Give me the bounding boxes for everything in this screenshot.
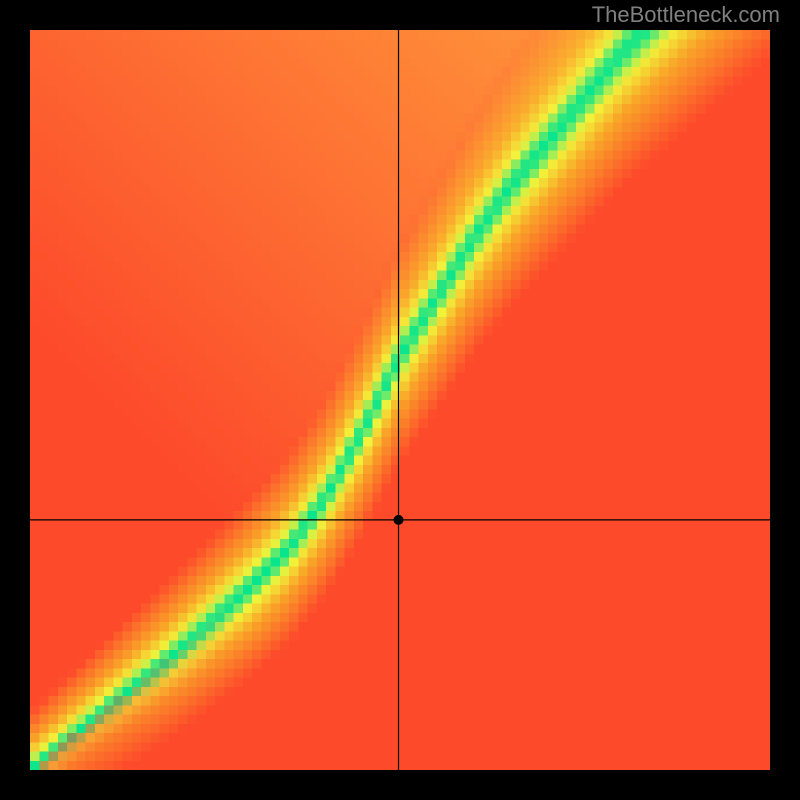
- watermark-text: TheBottleneck.com: [592, 2, 780, 28]
- chart-container: TheBottleneck.com: [0, 0, 800, 800]
- heatmap-canvas: [30, 30, 770, 770]
